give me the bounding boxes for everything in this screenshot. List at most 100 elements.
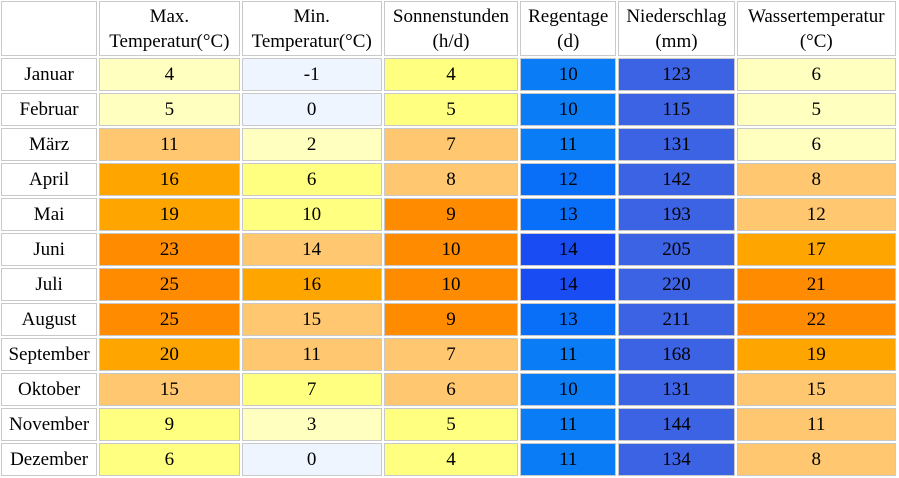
max-temperature-cell: 19 (99, 198, 240, 231)
header-row: Max. Temperatur(°C) Min. Temperatur(°C) … (1, 1, 896, 56)
precipitation-cell: 144 (618, 408, 735, 441)
month-label: Juli (1, 268, 98, 301)
precipitation-cell: 131 (618, 128, 735, 161)
table-row: Oktober 15 7 6 10 131 15 (1, 373, 896, 406)
max-temperature-cell: 15 (99, 373, 240, 406)
max-temperature-cell: 16 (99, 163, 240, 196)
max-temperature-cell: 5 (99, 93, 240, 126)
month-label: Februar (1, 93, 98, 126)
sunshine-hours-cell: 8 (383, 163, 519, 196)
table-row: Juli 25 16 10 14 220 21 (1, 268, 896, 301)
sunshine-hours-cell: 5 (383, 408, 519, 441)
min-temperature-cell: 7 (241, 373, 382, 406)
header-min-temperature-line1: Min. (293, 5, 330, 27)
header-rain-days: Regentage (d) (520, 1, 617, 56)
table-row: Januar 4 -1 4 10 123 6 (1, 58, 896, 91)
water-temperature-cell: 5 (736, 93, 896, 126)
precipitation-cell: 142 (618, 163, 735, 196)
water-temperature-cell: 12 (736, 198, 896, 231)
water-temperature-cell: 17 (736, 233, 896, 266)
max-temperature-cell: 4 (99, 58, 240, 91)
max-temperature-cell: 9 (99, 408, 240, 441)
rain-days-cell: 11 (520, 338, 617, 371)
rain-days-cell: 10 (520, 58, 617, 91)
sunshine-hours-cell: 10 (383, 268, 519, 301)
min-temperature-cell: 15 (241, 303, 382, 336)
sunshine-hours-cell: 5 (383, 93, 519, 126)
water-temperature-cell: 15 (736, 373, 896, 406)
precipitation-cell: 123 (618, 58, 735, 91)
precipitation-cell: 131 (618, 373, 735, 406)
table-row: Mai 19 10 9 13 193 12 (1, 198, 896, 231)
header-sunshine-hours: Sonnenstunden (h/d) (383, 1, 519, 56)
water-temperature-cell: 8 (736, 443, 896, 476)
precipitation-cell: 220 (618, 268, 735, 301)
min-temperature-cell: 16 (241, 268, 382, 301)
month-label: Mai (1, 198, 98, 231)
table-body: Januar 4 -1 4 10 123 6 Februar 5 0 5 10 115 5 März 11 2 7… (1, 58, 896, 476)
header-precipitation-line1: Niederschlag (626, 5, 727, 27)
header-min-temperature: Min. Temperatur(°C) (241, 1, 382, 56)
rain-days-cell: 13 (520, 198, 617, 231)
header-corner (1, 1, 98, 56)
header-water-temperature: Wassertemperatur (°C) (736, 1, 896, 56)
sunshine-hours-cell: 10 (383, 233, 519, 266)
table-row: April 16 6 8 12 142 8 (1, 163, 896, 196)
water-temperature-cell: 8 (736, 163, 896, 196)
month-label: Januar (1, 58, 98, 91)
sunshine-hours-cell: 7 (383, 128, 519, 161)
table-row: September 20 11 7 11 168 19 (1, 338, 896, 371)
min-temperature-cell: 0 (241, 443, 382, 476)
month-label: Oktober (1, 373, 98, 406)
max-temperature-cell: 20 (99, 338, 240, 371)
water-temperature-cell: 21 (736, 268, 896, 301)
rain-days-cell: 11 (520, 408, 617, 441)
table-row: August 25 15 9 13 211 22 (1, 303, 896, 336)
min-temperature-cell: 11 (241, 338, 382, 371)
month-label: September (1, 338, 98, 371)
month-label: August (1, 303, 98, 336)
rain-days-cell: 10 (520, 93, 617, 126)
header-precipitation: Niederschlag (mm) (618, 1, 735, 56)
rain-days-cell: 14 (520, 268, 617, 301)
rain-days-cell: 13 (520, 303, 617, 336)
precipitation-cell: 205 (618, 233, 735, 266)
rain-days-cell: 11 (520, 443, 617, 476)
min-temperature-cell: 6 (241, 163, 382, 196)
water-temperature-cell: 6 (736, 58, 896, 91)
month-label: November (1, 408, 98, 441)
water-temperature-cell: 22 (736, 303, 896, 336)
sunshine-hours-cell: 9 (383, 198, 519, 231)
sunshine-hours-cell: 6 (383, 373, 519, 406)
rain-days-cell: 14 (520, 233, 617, 266)
max-temperature-cell: 25 (99, 303, 240, 336)
sunshine-hours-cell: 4 (383, 443, 519, 476)
table-row: Februar 5 0 5 10 115 5 (1, 93, 896, 126)
month-label: Juni (1, 233, 98, 266)
rain-days-cell: 12 (520, 163, 617, 196)
water-temperature-cell: 19 (736, 338, 896, 371)
rain-days-cell: 11 (520, 128, 617, 161)
min-temperature-cell: 2 (241, 128, 382, 161)
header-min-temperature-line2: Temperatur(°C) (251, 30, 372, 52)
header-water-temperature-line1: Wassertemperatur (747, 5, 885, 27)
min-temperature-cell: -1 (241, 58, 382, 91)
max-temperature-cell: 11 (99, 128, 240, 161)
header-water-temperature-line2: (°C) (799, 30, 833, 52)
table-row: Juni 23 14 10 14 205 17 (1, 233, 896, 266)
precipitation-cell: 211 (618, 303, 735, 336)
header-precipitation-line2: (mm) (655, 30, 698, 52)
sunshine-hours-cell: 9 (383, 303, 519, 336)
header-sunshine-hours-line1: Sonnenstunden (392, 5, 510, 27)
min-temperature-cell: 10 (241, 198, 382, 231)
precipitation-cell: 134 (618, 443, 735, 476)
table-row: März 11 2 7 11 131 6 (1, 128, 896, 161)
month-label: April (1, 163, 98, 196)
precipitation-cell: 168 (618, 338, 735, 371)
header-max-temperature-line2: Temperatur(°C) (109, 30, 230, 52)
table-row: November 9 3 5 11 144 11 (1, 408, 896, 441)
sunshine-hours-cell: 7 (383, 338, 519, 371)
header-rain-days-line1: Regentage (528, 5, 609, 27)
table-header: Max. Temperatur(°C) Min. Temperatur(°C) … (1, 1, 896, 56)
